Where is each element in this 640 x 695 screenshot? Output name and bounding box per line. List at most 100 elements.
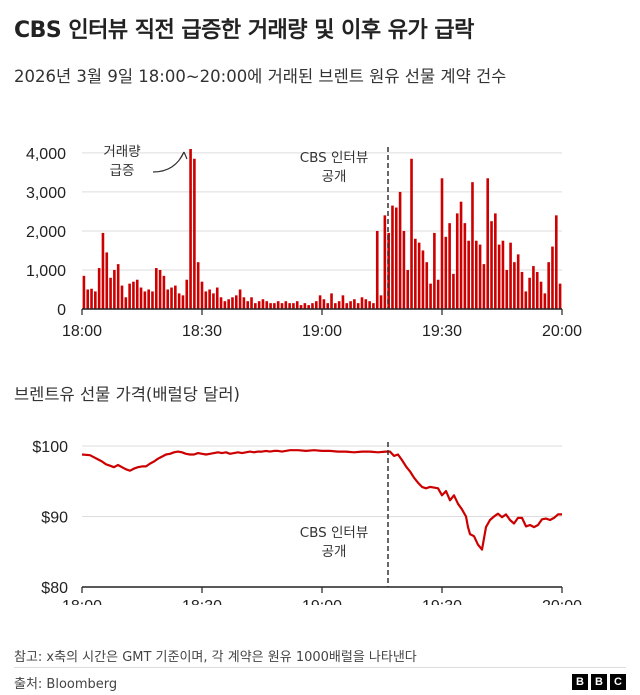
x-tick-label: 19:30 — [422, 598, 462, 605]
divider — [14, 667, 626, 668]
x-tick-label: 18:00 — [62, 323, 102, 340]
volume-bar — [250, 297, 253, 309]
volume-bar — [132, 281, 135, 309]
volume-chart-subtitle: 2026년 3월 9일 18:00~20:00에 거래된 브렌트 원유 선물 계… — [14, 67, 507, 86]
bbc-logo-letter: B — [572, 674, 588, 690]
volume-bar — [204, 291, 208, 309]
volume-bar — [543, 293, 547, 309]
volume-bar — [558, 283, 562, 309]
volume-bar — [326, 303, 330, 309]
volume-bar — [299, 305, 303, 309]
x-tick-label: 19:00 — [302, 323, 342, 340]
volume-bar — [494, 213, 497, 309]
volume-bar — [444, 236, 448, 309]
volume-bar — [356, 303, 360, 309]
volume-bar — [94, 291, 97, 309]
y-tick-label: 4,000 — [26, 146, 66, 163]
volume-bar — [101, 232, 105, 309]
volume-bar — [185, 279, 189, 309]
spike-arrow — [152, 151, 185, 173]
volume-bar — [528, 277, 531, 309]
footnote: 참고: x축의 시간은 GMT 기준이며, 각 계약은 원유 1000배럴을 나… — [14, 650, 417, 665]
arrow-head-icon — [179, 151, 188, 160]
volume-bar — [227, 299, 230, 309]
x-tick-label: 19:30 — [422, 323, 462, 340]
annotation-line: 공개 — [322, 544, 347, 560]
volume-bar — [341, 295, 345, 309]
annotation-line: 거래량 — [103, 144, 140, 160]
volume-bar — [490, 221, 493, 309]
volume-bar — [196, 262, 200, 309]
volume-bar — [505, 269, 509, 309]
y-tick-label: $80 — [41, 580, 68, 597]
volume-bar — [482, 264, 486, 309]
volume-bar — [436, 279, 440, 309]
y-tick-label: 3,000 — [26, 185, 66, 202]
bbc-logo: B B C — [572, 674, 626, 690]
volume-bar — [208, 289, 211, 309]
volume-bar — [448, 223, 451, 309]
volume-bar — [406, 269, 410, 309]
event-annotation: CBS 인터뷰 공개 — [300, 150, 369, 185]
x-tick-label: 18:30 — [182, 323, 222, 340]
volume-bar — [345, 303, 349, 309]
volume-bar — [238, 289, 242, 309]
volume-bar — [398, 191, 402, 309]
volume-bar — [177, 293, 181, 309]
volume-bar — [429, 283, 432, 309]
volume-bar — [193, 158, 196, 309]
volume-bar — [509, 242, 512, 309]
volume-bar — [158, 269, 162, 309]
volume-bar — [471, 182, 474, 309]
volume-bar — [151, 291, 154, 309]
volume-bar — [368, 301, 371, 309]
volume-bar — [257, 301, 261, 309]
volume-bar — [234, 295, 238, 309]
volume-bar-chart: 0 1,000 2,000 3,000 4,000 18:00 18:30 19:00 19:3… — [26, 144, 582, 340]
price-line-chart: $80 $90 $100 18:00 18:30 19:00 19:30 20:00 CBS 인… — [32, 439, 582, 605]
volume-bar — [292, 303, 295, 309]
volume-bar — [212, 293, 215, 309]
annotation-line: CBS 인터뷰 — [300, 525, 369, 541]
volume-bar — [520, 271, 524, 309]
y-tick-label: $90 — [41, 510, 68, 527]
volume-bar — [135, 279, 139, 309]
volume-bar — [128, 283, 131, 309]
volume-bar — [82, 275, 86, 309]
volume-bar — [200, 281, 204, 309]
volume-bar — [375, 230, 379, 309]
volume-bar — [246, 301, 250, 309]
volume-bar — [478, 244, 482, 309]
volume-bar — [314, 301, 318, 309]
volume-bar — [189, 149, 192, 309]
volume-bar — [139, 287, 143, 309]
volume-bar — [273, 303, 276, 309]
x-tick-label: 19:00 — [302, 598, 342, 605]
volume-bar — [372, 303, 375, 309]
volume-bar — [105, 252, 109, 309]
volume-bar — [452, 273, 455, 309]
volume-bar — [242, 297, 246, 309]
annotation-line: 급증 — [110, 163, 135, 179]
volume-bar — [379, 295, 383, 309]
volume-bar — [124, 297, 128, 309]
volume-bar — [463, 223, 467, 309]
volume-bar — [231, 297, 234, 309]
volume-bar — [269, 303, 272, 309]
volume-bar — [539, 281, 543, 309]
volume-bar — [276, 301, 280, 309]
volume-bar — [288, 303, 291, 309]
volume-bar — [364, 299, 368, 309]
volume-bar — [162, 275, 166, 309]
volume-bar — [467, 240, 470, 309]
volume-bar — [311, 303, 314, 309]
volume-bar — [303, 303, 307, 309]
volume-bar — [337, 301, 341, 309]
volume-bar — [391, 205, 394, 309]
y-tick-label: 0 — [57, 302, 66, 319]
volume-bar — [486, 178, 490, 309]
volume-bar — [280, 303, 284, 309]
volume-bar — [265, 301, 269, 309]
volume-bar — [532, 266, 535, 309]
